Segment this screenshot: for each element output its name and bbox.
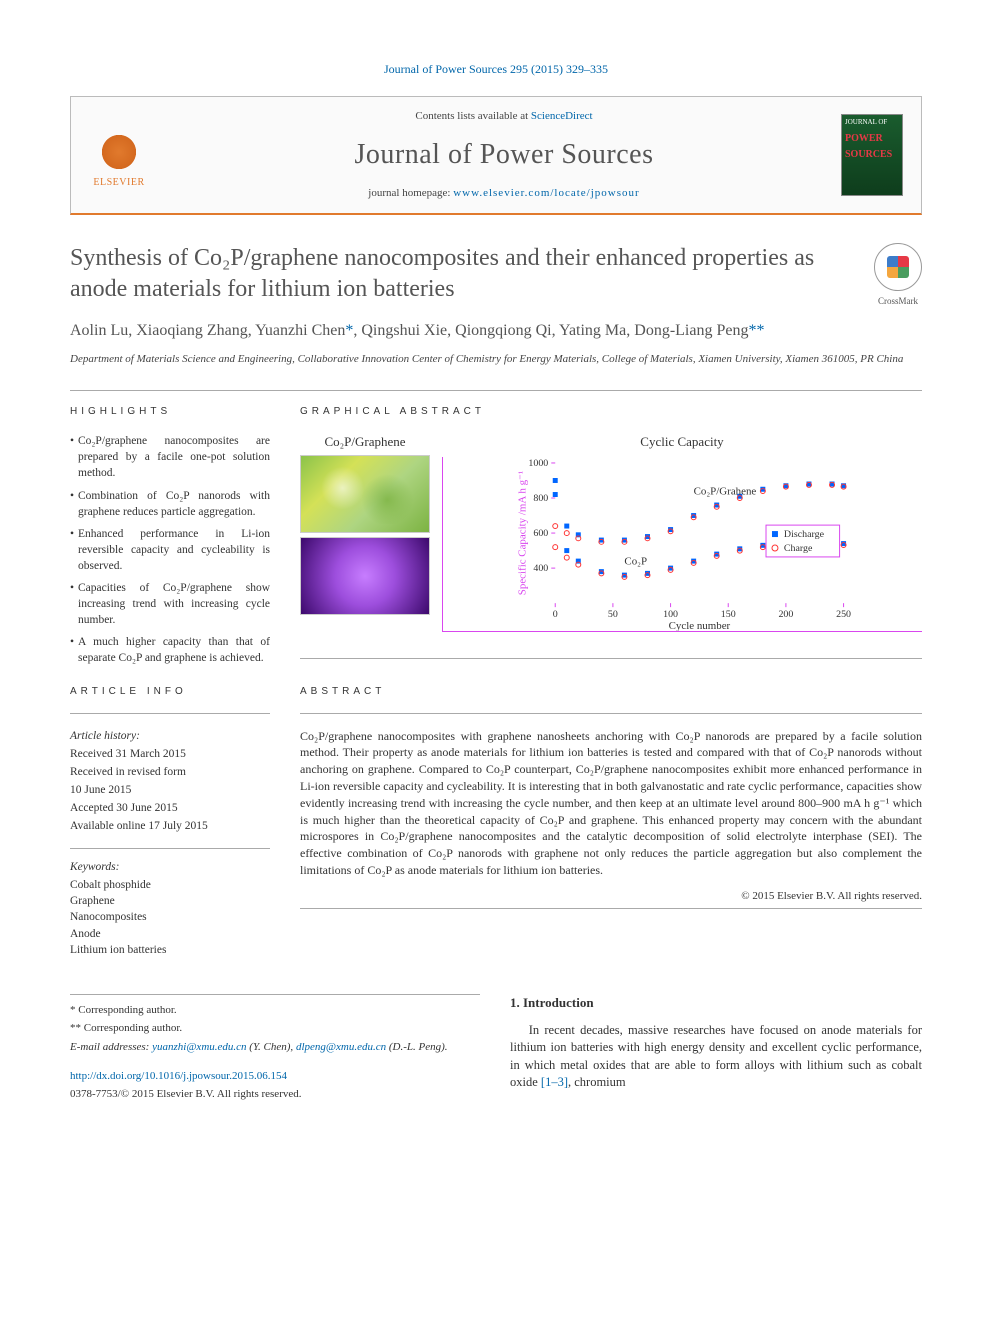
svg-text:800: 800: [533, 493, 548, 504]
svg-text:Co₂P/Grahene: Co₂P/Grahene: [694, 486, 757, 498]
homepage-line: journal homepage: www.elsevier.com/locat…: [167, 186, 841, 201]
article-info: Article history: Received 31 March 2015 …: [70, 728, 270, 958]
received-date: Received 31 March 2015: [70, 746, 270, 762]
top-reference: Journal of Power Sources 295 (2015) 329–…: [70, 60, 922, 78]
ref-link-1[interactable]: [1–3]: [541, 1075, 568, 1089]
highlight-item: A much higher capacity than that of sepa…: [70, 634, 270, 666]
affiliation: Department of Materials Science and Engi…: [70, 352, 922, 366]
svg-text:Charge: Charge: [784, 543, 813, 554]
divider: [70, 390, 922, 391]
top-reference-link[interactable]: Journal of Power Sources 295 (2015) 329–…: [384, 62, 608, 76]
doi-link[interactable]: http://dx.doi.org/10.1016/j.jpowsour.201…: [70, 1070, 287, 1082]
keyword: Graphene: [70, 893, 270, 909]
svg-text:1000: 1000: [528, 458, 548, 469]
highlight-item: Co₂P/graphene nanocomposites are prepare…: [70, 433, 270, 481]
intro-paragraph: In recent decades, massive researches ha…: [510, 1022, 922, 1092]
journal-cover-thumbnail: JOURNAL OF POWER SOURCES: [841, 114, 903, 196]
corr-mark-2[interactable]: **: [748, 322, 764, 339]
authors-part1: Aolin Lu, Xiaoqiang Zhang, Yuanzhi Chen: [70, 322, 345, 339]
email-prefix: E-mail addresses:: [70, 1041, 152, 1053]
homepage-prefix: journal homepage:: [368, 187, 453, 199]
online-date: Available online 17 July 2015: [70, 818, 270, 834]
footnote-corr2: ** Corresponding author.: [70, 1021, 480, 1036]
authors-part2: , Qingshui Xie, Qiongqiong Qi, Yating Ma…: [353, 322, 748, 339]
cover-main2: SOURCES: [845, 150, 899, 160]
elsevier-tree-icon: [99, 132, 139, 172]
ga-images-label: Co₂P/Graphene: [300, 433, 430, 451]
contents-prefix: Contents lists available at: [415, 110, 530, 122]
ga-image-graphene: [300, 455, 430, 533]
keyword: Lithium ion batteries: [70, 942, 270, 958]
graphical-abstract: Co₂P/Graphene Cyclic Capacity 400 600 800 1…: [300, 433, 922, 658]
revised-line1: Received in revised form: [70, 764, 270, 780]
highlights-list: Co₂P/graphene nanocomposites are prepare…: [70, 433, 270, 666]
footnote-corr1: * Corresponding author.: [70, 1003, 480, 1018]
intro-heading: 1. Introduction: [510, 994, 922, 1012]
highlight-item: Combination of Co₂P nanorods with graphe…: [70, 488, 270, 520]
cyclic-capacity-chart: 400 600 800 1000 0 50 100 150 200 250 Cycle number…: [442, 457, 922, 632]
ga-image-co2p: [300, 537, 430, 615]
keywords-heading: Keywords:: [70, 859, 270, 875]
abstract-label: ABSTRACT: [300, 685, 922, 699]
svg-text:Cycle number: Cycle number: [669, 620, 731, 632]
svg-text:250: 250: [836, 609, 851, 620]
contents-line: Contents lists available at ScienceDirec…: [167, 109, 841, 124]
ga-chart-title: Cyclic Capacity: [442, 433, 922, 451]
sciencedirect-link[interactable]: ScienceDirect: [531, 110, 593, 122]
cover-top-text: JOURNAL OF: [845, 118, 899, 128]
intro-text-post: , chromium: [568, 1075, 626, 1089]
revised-line2: 10 June 2015: [70, 782, 270, 798]
article-info-label: ARTICLE INFO: [70, 685, 270, 699]
email-name-2: (D.-L. Peng).: [386, 1041, 447, 1053]
svg-text:Discharge: Discharge: [784, 529, 825, 540]
highlight-item: Capacities of Co₂P/graphene show increas…: [70, 580, 270, 628]
publisher-name: ELSEVIER: [93, 176, 144, 190]
divider: [300, 713, 922, 714]
divider: [70, 713, 270, 714]
cover-main1: POWER: [845, 134, 899, 144]
accepted-date: Accepted 30 June 2015: [70, 800, 270, 816]
keyword: Anode: [70, 926, 270, 942]
svg-text:Co₂P: Co₂P: [624, 556, 647, 568]
homepage-link[interactable]: www.elsevier.com/locate/jpowsour: [453, 187, 639, 199]
graphical-abstract-label: GRAPHICAL ABSTRACT: [300, 405, 922, 419]
issn-line: 0378-7753/© 2015 Elsevier B.V. All right…: [70, 1087, 480, 1102]
svg-text:400: 400: [533, 564, 548, 575]
highlights-label: HIGHLIGHTS: [70, 405, 270, 419]
keyword: Cobalt phosphide: [70, 877, 270, 893]
crossmark-label: CrossMark: [868, 295, 928, 308]
authors: Aolin Lu, Xiaoqiang Zhang, Yuanzhi Chen *…: [70, 320, 922, 342]
svg-text:Specific Capacity /mA h g⁻¹: Specific Capacity /mA h g⁻¹: [516, 471, 528, 595]
history-heading: Article history:: [70, 728, 270, 744]
journal-name: Journal of Power Sources: [167, 135, 841, 174]
journal-header: ELSEVIER Contents lists available at Sci…: [70, 96, 922, 215]
svg-text:150: 150: [721, 609, 736, 620]
article-title: Synthesis of Co₂P/graphene nanocomposite…: [70, 243, 854, 305]
keywords-block: Keywords: Cobalt phosphide Graphene Nano…: [70, 848, 270, 958]
svg-text:600: 600: [533, 528, 548, 539]
divider: [300, 908, 922, 909]
svg-text:0: 0: [553, 609, 558, 620]
abstract-text: Co₂P/graphene nanocomposites with graphe…: [300, 728, 922, 879]
email-link-2[interactable]: dlpeng@xmu.edu.cn: [296, 1041, 386, 1053]
email-name-1: (Y. Chen),: [247, 1041, 296, 1053]
footnotes: * Corresponding author. ** Corresponding…: [70, 994, 480, 1103]
svg-text:50: 50: [608, 609, 618, 620]
publisher-logo: ELSEVIER: [89, 120, 149, 190]
svg-text:100: 100: [663, 609, 678, 620]
crossmark-badge[interactable]: [874, 243, 922, 291]
svg-text:200: 200: [778, 609, 793, 620]
keyword: Nanocomposites: [70, 909, 270, 925]
highlight-item: Enhanced performance in Li-ion reversibl…: [70, 526, 270, 574]
email-link-1[interactable]: yuanzhi@xmu.edu.cn: [152, 1041, 246, 1053]
copyright: © 2015 Elsevier B.V. All rights reserved…: [300, 889, 922, 904]
